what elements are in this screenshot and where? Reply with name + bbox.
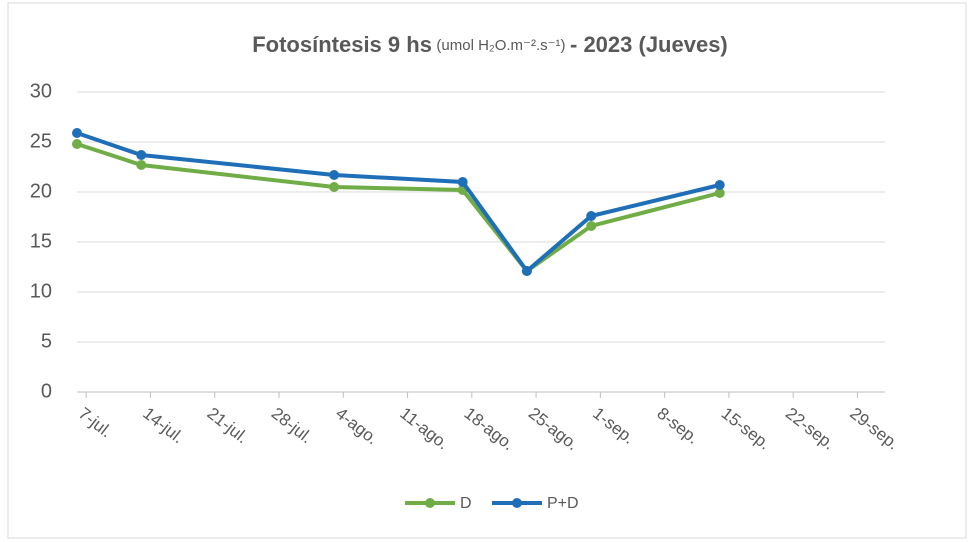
- y-tick-label: 20: [30, 180, 52, 202]
- title-main: Fotosíntesis 9 hs: [252, 32, 432, 57]
- data-point: [521, 266, 532, 276]
- y-tick-label: 30: [30, 80, 52, 102]
- data-point: [72, 139, 82, 149]
- y-tick-label: 25: [30, 130, 52, 152]
- data-point: [72, 128, 82, 138]
- data-point: [714, 188, 725, 198]
- legend-marker: [512, 498, 522, 508]
- data-point: [714, 180, 725, 190]
- data-point: [329, 170, 340, 180]
- title-units: (umol H₂O.m⁻².s⁻¹): [436, 37, 565, 54]
- data-point: [457, 177, 468, 187]
- y-tick-label: 10: [30, 280, 52, 302]
- y-tick-label: 0: [41, 380, 52, 402]
- data-point: [586, 211, 597, 221]
- chart-title: Fotosíntesis 9 hs (umol H₂O.m⁻².s⁻¹) - 2…: [252, 32, 728, 57]
- data-point: [136, 150, 147, 160]
- title-tail: - 2023 (Jueves): [570, 32, 728, 57]
- data-point: [136, 160, 147, 170]
- legend-item: D: [405, 495, 472, 512]
- y-tick-label: 15: [30, 230, 52, 252]
- legend-marker: [425, 498, 435, 508]
- legend-label: D: [460, 495, 472, 512]
- y-tick-label: 5: [41, 330, 52, 352]
- data-point: [586, 221, 597, 231]
- legend-label: P+D: [547, 495, 579, 512]
- legend-item: P+D: [492, 495, 579, 512]
- data-point: [329, 182, 340, 192]
- chart-frame: [7, 2, 967, 539]
